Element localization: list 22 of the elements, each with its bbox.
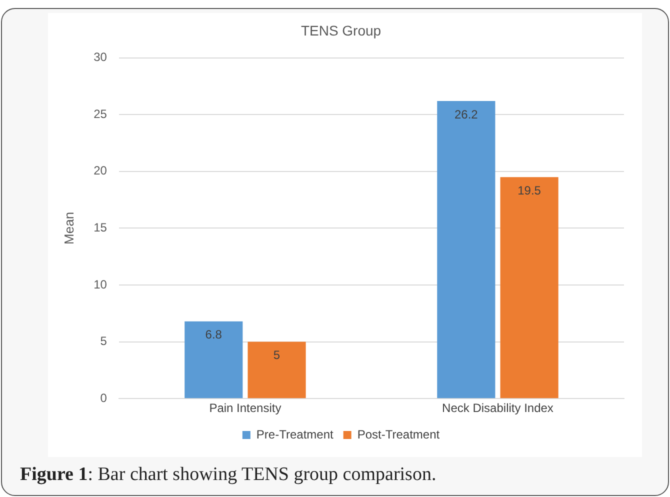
y-tick-label: 25 [94,106,108,121]
bar [184,321,243,398]
y-tick-label: 20 [94,164,108,178]
data-label: 26.2 [454,107,478,122]
x-tick-label: Neck Disability Index [442,401,554,416]
legend-label: Post-Treatment [357,427,440,442]
bar [500,177,558,398]
y-tick-label: 5 [100,334,108,348]
chart-title: TENS Group [300,22,382,38]
data-label: 5 [273,348,280,362]
x-tick-label: Pain Intensity [209,401,282,416]
legend-label: Pre-Treatment [256,427,334,442]
y-tick-label: 15 [94,220,108,235]
caption: Figure 1: Bar chart showing TENS group comparison. [20,464,436,486]
bar [437,100,496,398]
y-tick-label: 10 [94,277,108,292]
y-tick-label: 0 [100,390,108,405]
data-label: 6.8 [205,328,222,342]
y-axis-title: Mean [61,212,76,244]
bar [248,342,306,398]
y-tick-label: 30 [94,50,108,64]
data-label: 19.5 [518,183,542,198]
